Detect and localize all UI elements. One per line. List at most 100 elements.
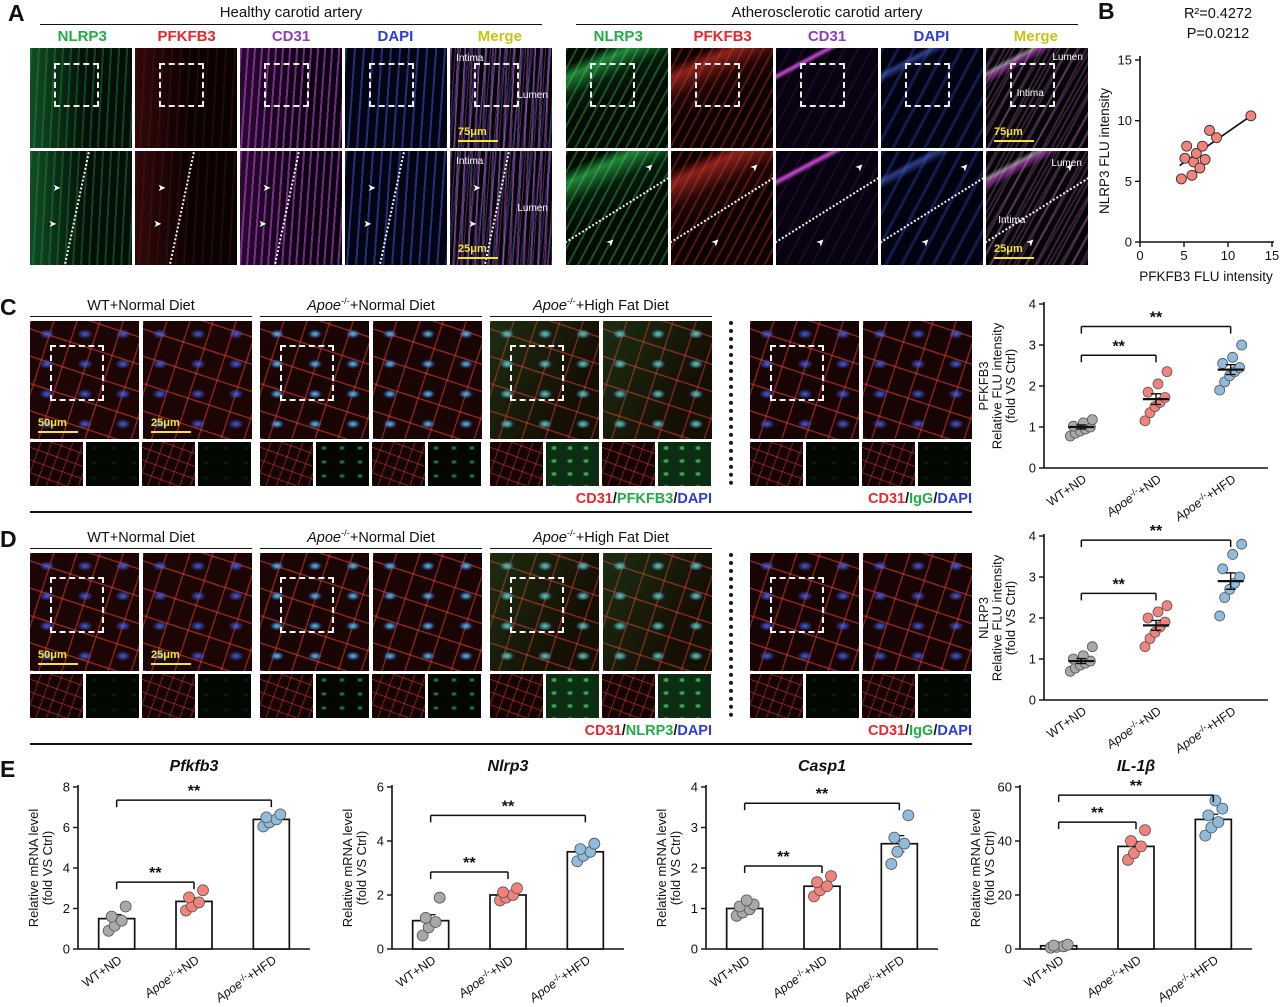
sig-label: ** xyxy=(1112,576,1125,593)
channel-labels: NLRP3 PFKFB3 CD31 DAPI Merge xyxy=(566,28,1088,45)
channel-strips xyxy=(260,674,482,718)
y-tick-label: 2 xyxy=(1029,611,1036,626)
micro-image-main-aphfd xyxy=(490,321,599,439)
sig-label: ** xyxy=(1130,778,1143,795)
channel-label-dapi: DAPI xyxy=(913,28,950,45)
y-axis-label: Relative FLU intensity xyxy=(990,322,1005,449)
y-tick-label: 0 xyxy=(63,942,70,957)
x-category-label: Apoe-/-+HFD xyxy=(212,952,279,1005)
data-point xyxy=(1190,147,1202,159)
channel-label-pfkfb3: PFKFB3 xyxy=(157,28,216,45)
arrow-icon: ➤ xyxy=(604,235,618,250)
data-point xyxy=(902,809,915,822)
micro-image-athero-merge-row1: 75μm Lumen Intima xyxy=(986,48,1088,148)
y-axis-label: Relative mRNA level xyxy=(968,809,983,928)
data-point xyxy=(197,884,209,897)
diet-group-aphfd: Apoe-/-+High Fat Diet xyxy=(490,528,712,718)
data-point xyxy=(898,837,911,850)
data-point xyxy=(1217,358,1229,369)
dashed-roi-box xyxy=(264,63,310,107)
channel-strips xyxy=(750,674,972,718)
micro-image-zoom-igg xyxy=(863,553,972,671)
micro-image-athero-merge-row2: ➤ ➤ 25μm Lumen Intima xyxy=(986,151,1088,265)
data-point xyxy=(1161,600,1173,612)
arrow-icon: ➤ xyxy=(958,161,973,175)
micro-strip-red xyxy=(142,674,195,718)
legend-channel-name: CD31 xyxy=(584,723,622,739)
data-point xyxy=(1214,384,1226,396)
x-category-label: WT+ND xyxy=(1044,472,1089,509)
data-point xyxy=(119,900,132,913)
legend-main: CD31/NLRP3/DAPI xyxy=(584,723,712,739)
group-title: Apoe-/-+Normal Diet xyxy=(260,528,482,549)
data-point xyxy=(1219,592,1231,603)
x-category-label: Apoe-/-+ND xyxy=(455,952,516,1001)
scale-line xyxy=(458,139,498,142)
y-tick-label: 2 xyxy=(377,888,384,903)
micro-strip-red xyxy=(260,674,313,718)
micro-image-healthy-cd31-row1 xyxy=(240,48,342,148)
x-tick-label: 15 xyxy=(1265,248,1279,263)
micro-image-athero-nlrp3-row2: ➤ ➤ xyxy=(566,151,668,265)
scale-label: 50μm xyxy=(38,416,67,429)
micro-image-healthy-nlrp3-row2: ➤ ➤ xyxy=(30,151,132,265)
diet-group-wt: WT+Normal Diet 50μm 25μm xyxy=(30,530,252,718)
data-point xyxy=(433,891,446,904)
micro-image-healthy-dapi-row2: ➤ ➤ xyxy=(345,151,447,265)
micro-strip-red xyxy=(490,674,543,718)
image-pair xyxy=(260,321,482,439)
data-point xyxy=(429,916,442,928)
arrow-icon: ➤ xyxy=(814,235,828,250)
micro-strip-red xyxy=(260,442,313,486)
data-point xyxy=(1245,110,1257,122)
image-pair xyxy=(260,553,482,671)
data-point xyxy=(1227,351,1239,363)
micro-strip-red xyxy=(372,442,425,486)
legend-channel-name: CD31 xyxy=(868,723,906,739)
micro-strip-green xyxy=(806,674,859,718)
panel-d-label: D xyxy=(0,526,17,552)
data-point xyxy=(1086,414,1098,426)
micro-image-healthy-merge-row2: ➤ ➤ 25μm Intima Lumen xyxy=(450,151,552,265)
dashed-roi-box xyxy=(159,63,205,107)
micro-strip-red xyxy=(862,442,915,486)
image-row: WT+Normal Diet 50μm 25μm Apoe-/-+Normal Die… xyxy=(30,296,972,486)
micro-strip-red xyxy=(602,442,655,486)
micro-strip-green xyxy=(198,442,251,486)
y-axis-label: (fold VS Ctrl) xyxy=(1003,581,1018,655)
data-point xyxy=(588,837,601,850)
stat-text: R²=0.4272 xyxy=(1184,6,1252,22)
data-point xyxy=(497,886,509,899)
x-category-label: Apoe-/-+ND xyxy=(1103,471,1164,520)
y-tick-label: 8 xyxy=(63,780,70,795)
image-pair: 50μm 25μm xyxy=(30,321,252,439)
y-tick-label: 4 xyxy=(1029,529,1036,544)
micro-image-athero-pfkfb3-row2: ➤ ➤ xyxy=(671,151,773,265)
data-point xyxy=(885,858,898,870)
micro-strip-green xyxy=(546,442,599,486)
data-point xyxy=(1211,132,1223,144)
micro-strip-green xyxy=(316,674,369,718)
arrow-icon: ➤ xyxy=(367,182,376,194)
scale-label: 25μm xyxy=(151,416,180,429)
dashed-roi-box xyxy=(49,344,105,402)
sig-label: ** xyxy=(502,798,515,815)
y-tick-label: 60 xyxy=(998,780,1012,795)
micro-image-athero-pfkfb3-row1 xyxy=(671,48,773,148)
y-tick-label: 4 xyxy=(63,861,70,876)
data-point xyxy=(1214,610,1226,622)
data-point xyxy=(105,910,118,923)
y-axis-label: PFKFB3 xyxy=(976,361,991,410)
group-title: Healthy carotid artery xyxy=(40,4,542,25)
channel-label-nlrp3: NLRP3 xyxy=(57,28,107,45)
data-point xyxy=(1061,938,1074,951)
micro-image-main-apnd xyxy=(260,553,369,671)
y-tick-label: 0 xyxy=(1029,461,1036,476)
legend-channel-name: IgG xyxy=(909,723,934,739)
x-category-label: Apoe-/-+ND xyxy=(1083,952,1144,1001)
scale-bar: 25μm xyxy=(151,416,191,433)
stat-text: P=0.0212 xyxy=(1187,26,1250,42)
panel-b-label: B xyxy=(1098,0,1115,24)
data-point xyxy=(1236,538,1248,550)
bar xyxy=(566,850,605,950)
